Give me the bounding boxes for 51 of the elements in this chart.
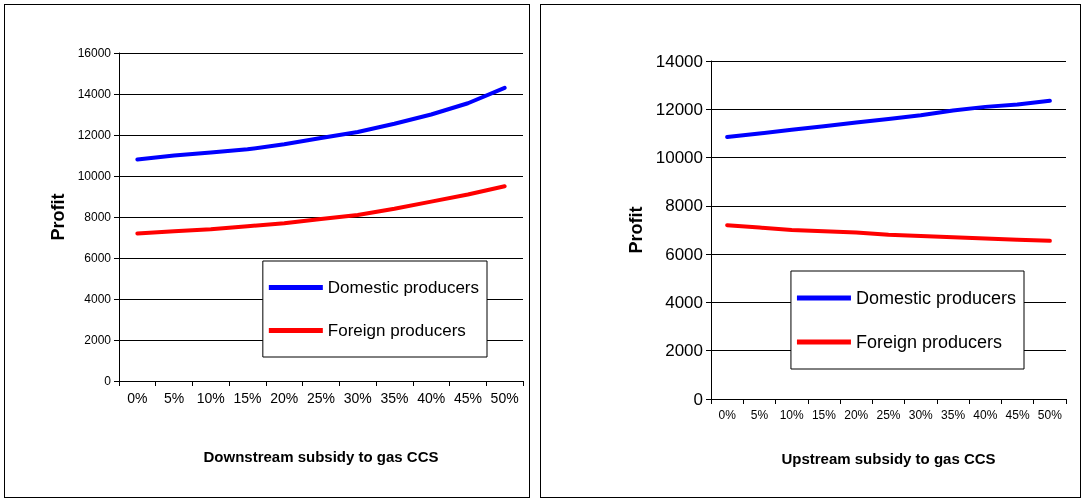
line-series — [725, 98, 1052, 140]
x-tick-label: 40% — [973, 408, 998, 422]
line-series — [135, 85, 507, 162]
legend-label: Domestic producers — [327, 278, 480, 297]
y-tick-label: 6000 — [665, 244, 703, 264]
x-tick-label: 10% — [196, 390, 225, 406]
x-tick-label: 0% — [127, 390, 148, 406]
x-tick-label: 40% — [417, 390, 446, 406]
x-tick-label: 15% — [811, 408, 837, 422]
x-tick-label: 15% — [233, 390, 262, 406]
y-tick-label: 14000 — [655, 51, 703, 71]
x-tick-label: 5% — [163, 390, 185, 406]
x-tick-label: 20% — [270, 390, 299, 406]
x-axis-title: Downstream subsidy to gas CCS — [203, 448, 439, 465]
x-tick-label: 30% — [343, 390, 372, 406]
y-tick-label: 6000 — [84, 251, 112, 265]
x-tick-label: 50% — [490, 390, 519, 406]
x-tick-label: 0% — [718, 408, 737, 422]
y-tick-label: 12000 — [77, 128, 112, 142]
legend-label: Foreign producers — [855, 332, 1003, 352]
y-tick-label: 2000 — [665, 341, 703, 361]
x-tick-label: 35% — [380, 390, 409, 406]
y-axis-title: Profit — [625, 206, 646, 254]
y-tick-label: 2000 — [84, 333, 112, 347]
line-series — [135, 184, 507, 236]
y-tick-label: 14000 — [77, 87, 112, 101]
y-tick-label: 12000 — [655, 99, 703, 119]
x-tick-label: 45% — [1005, 408, 1030, 422]
x-tick-label: 5% — [750, 408, 769, 422]
x-tick-label: 25% — [306, 390, 336, 406]
legend-label: Domestic producers — [855, 288, 1016, 308]
x-tick-label: 20% — [844, 408, 869, 422]
y-tick-label: 8000 — [84, 210, 112, 224]
x-axis-title: Upstream subsidy to gas CCS — [781, 450, 996, 467]
y-tick-label: 4000 — [84, 292, 112, 306]
x-tick-label: 50% — [1037, 408, 1063, 422]
y-axis-title: Profit — [47, 193, 68, 241]
y-tick-label: 4000 — [665, 292, 703, 312]
y-tick-label: 10000 — [655, 148, 703, 168]
y-tick-label: 10000 — [77, 169, 112, 183]
x-tick-label: 30% — [908, 408, 934, 422]
x-tick-label: 35% — [941, 408, 966, 422]
y-tick-label: 8000 — [665, 196, 703, 216]
x-tick-label: 10% — [779, 408, 805, 422]
line-series — [725, 223, 1052, 243]
legend-label: Foreign producers — [327, 321, 466, 340]
x-tick-label: 25% — [876, 408, 901, 422]
x-tick-label: 45% — [453, 390, 482, 406]
y-tick-label: 0 — [693, 389, 703, 409]
y-tick-label: 16000 — [77, 46, 112, 60]
y-tick-label: 0 — [104, 374, 112, 388]
